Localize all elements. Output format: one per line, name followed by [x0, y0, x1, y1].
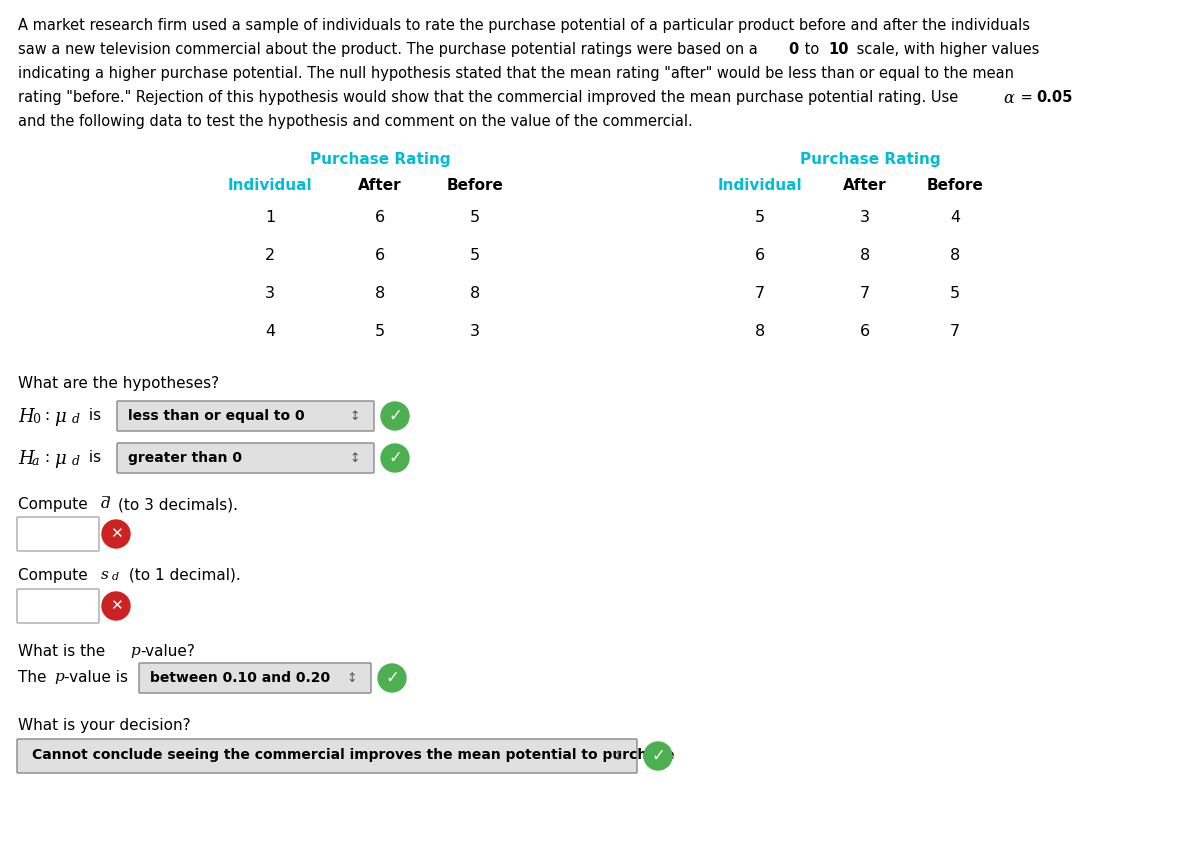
Text: indicating a higher purchase potential. The null hypothesis stated that the mean: indicating a higher purchase potential. … — [18, 66, 1014, 81]
Text: 8: 8 — [950, 248, 960, 263]
Text: 7: 7 — [860, 286, 870, 301]
Text: between 0.10 and 0.20: between 0.10 and 0.20 — [150, 671, 330, 685]
Text: ✓: ✓ — [388, 407, 402, 425]
Text: 5: 5 — [374, 324, 385, 339]
Text: 6: 6 — [755, 248, 766, 263]
Circle shape — [378, 664, 406, 692]
Text: ↕: ↕ — [613, 749, 623, 762]
Text: 7: 7 — [755, 286, 766, 301]
Text: What is the: What is the — [18, 644, 110, 659]
Text: less than or equal to 0: less than or equal to 0 — [128, 409, 305, 423]
Text: greater than 0: greater than 0 — [128, 451, 242, 465]
Text: ↕: ↕ — [349, 451, 360, 464]
Text: Before: Before — [926, 178, 984, 193]
Text: ↕: ↕ — [349, 410, 360, 423]
Text: 3: 3 — [265, 286, 275, 301]
Text: is: is — [84, 408, 101, 423]
Text: Cannot conclude seeing the commercial improves the mean potential to purchase: Cannot conclude seeing the commercial im… — [32, 748, 674, 762]
Text: 6: 6 — [860, 324, 870, 339]
Text: 1: 1 — [265, 210, 275, 225]
Text: μ: μ — [54, 408, 66, 426]
Text: The: The — [18, 670, 52, 685]
FancyBboxPatch shape — [118, 443, 374, 473]
FancyBboxPatch shape — [17, 739, 637, 773]
Text: 3: 3 — [860, 210, 870, 225]
Text: 0: 0 — [788, 42, 798, 57]
Text: to: to — [800, 42, 824, 57]
Text: After: After — [844, 178, 887, 193]
Text: (to 1 decimal).: (to 1 decimal). — [124, 568, 241, 583]
Text: =: = — [1016, 90, 1037, 105]
Text: scale, with higher values: scale, with higher values — [852, 42, 1039, 57]
Circle shape — [102, 592, 130, 620]
Circle shape — [382, 444, 409, 472]
Text: 8: 8 — [374, 286, 385, 301]
Text: What is your decision?: What is your decision? — [18, 718, 191, 733]
Text: ✕: ✕ — [109, 527, 122, 542]
Text: d: d — [112, 572, 119, 582]
Text: rating "before." Rejection of this hypothesis would show that the commercial imp: rating "before." Rejection of this hypot… — [18, 90, 962, 105]
Text: Purchase Rating: Purchase Rating — [799, 152, 941, 167]
Text: After: After — [358, 178, 402, 193]
Text: d: d — [72, 413, 80, 426]
Text: -value?: -value? — [140, 644, 194, 659]
Text: H: H — [18, 450, 34, 468]
Text: ✓: ✓ — [385, 669, 398, 687]
Text: μ: μ — [54, 450, 66, 468]
Text: ✕: ✕ — [109, 599, 122, 614]
Text: 8: 8 — [755, 324, 766, 339]
Text: p: p — [54, 670, 64, 684]
Text: 6: 6 — [374, 248, 385, 263]
Text: s: s — [101, 568, 109, 582]
Text: 10: 10 — [828, 42, 848, 57]
Text: 5: 5 — [950, 286, 960, 301]
Text: a: a — [32, 455, 40, 468]
Text: 4: 4 — [950, 210, 960, 225]
Text: α: α — [1003, 90, 1014, 107]
Text: 8: 8 — [860, 248, 870, 263]
Text: 2: 2 — [265, 248, 275, 263]
Text: ↕: ↕ — [347, 672, 358, 685]
Text: Individual: Individual — [228, 178, 312, 193]
Circle shape — [644, 742, 672, 770]
Text: Individual: Individual — [718, 178, 803, 193]
Text: 3: 3 — [470, 324, 480, 339]
Text: Compute: Compute — [18, 568, 92, 583]
Text: What are the hypotheses?: What are the hypotheses? — [18, 376, 220, 391]
Text: is: is — [84, 450, 101, 465]
FancyBboxPatch shape — [17, 589, 98, 623]
Text: ✓: ✓ — [652, 747, 665, 765]
Circle shape — [102, 520, 130, 548]
Circle shape — [382, 402, 409, 430]
Text: :: : — [44, 450, 49, 465]
Text: d: d — [72, 455, 80, 468]
Text: 6: 6 — [374, 210, 385, 225]
FancyBboxPatch shape — [17, 517, 98, 551]
Text: Before: Before — [446, 178, 504, 193]
Text: 8: 8 — [470, 286, 480, 301]
Text: H: H — [18, 408, 34, 426]
FancyBboxPatch shape — [139, 663, 371, 693]
Text: 5: 5 — [470, 248, 480, 263]
Text: 4: 4 — [265, 324, 275, 339]
Text: 0.05: 0.05 — [1036, 90, 1073, 105]
Text: 0: 0 — [32, 413, 40, 426]
Text: Purchase Rating: Purchase Rating — [310, 152, 450, 167]
Text: and the following data to test the hypothesis and comment on the value of the co: and the following data to test the hypot… — [18, 114, 692, 129]
Text: -value is: -value is — [64, 670, 128, 685]
Text: 5: 5 — [755, 210, 766, 225]
Text: Compute: Compute — [18, 497, 92, 512]
FancyBboxPatch shape — [118, 401, 374, 431]
Text: :: : — [44, 408, 49, 423]
Text: (to 3 decimals).: (to 3 decimals). — [118, 497, 238, 512]
Text: A market research firm used a sample of individuals to rate the purchase potenti: A market research firm used a sample of … — [18, 18, 1030, 33]
Text: d̅: d̅ — [101, 497, 110, 511]
Text: 7: 7 — [950, 324, 960, 339]
Text: 5: 5 — [470, 210, 480, 225]
Text: ✓: ✓ — [388, 449, 402, 467]
Text: p: p — [130, 644, 139, 658]
Text: saw a new television commercial about the product. The purchase potential rating: saw a new television commercial about th… — [18, 42, 762, 57]
